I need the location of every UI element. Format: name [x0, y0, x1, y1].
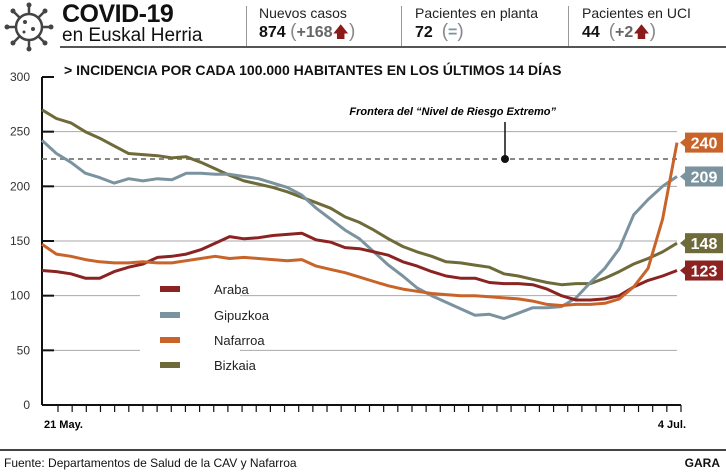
y-tick-label: 50	[17, 343, 31, 357]
y-tick-label: 300	[10, 70, 30, 84]
arrow-up-icon: 🡅	[332, 24, 349, 41]
series-line-gipuzkoa	[40, 139, 678, 321]
stat-label: Nuevos casos	[259, 5, 347, 21]
end-value-label-nafarroa: 240	[680, 132, 723, 153]
y-tick-label: 0	[23, 398, 30, 412]
page-subtitle: en Euskal Herria	[62, 25, 203, 46]
series-line-nafarroa	[41, 142, 679, 307]
end-label-value: 240	[691, 136, 718, 153]
virus-icon	[4, 2, 54, 52]
legend-label-araba: Araba	[214, 282, 249, 297]
page-title: COVID-19	[62, 0, 174, 28]
annotation-dot	[501, 155, 509, 163]
legend-label-nafarroa: Nafarroa	[214, 333, 265, 348]
end-value-label-bizkaia: 148	[680, 233, 723, 254]
brand-logo: GARA	[684, 456, 720, 470]
end-label-pointer	[680, 265, 686, 276]
line-chart: 0 50 100 150 200 250 300 21 May. 4 Jul. Frontera …	[10, 70, 723, 431]
end-label-pointer	[680, 137, 686, 148]
legend-swatch-araba	[160, 286, 180, 292]
stat-label: Pacientes en UCI	[582, 5, 691, 21]
end-label-value: 148	[691, 236, 718, 253]
stat-delta: +2	[615, 24, 634, 41]
stat-value: 44	[582, 24, 600, 41]
stat-value: 72	[415, 24, 433, 41]
y-tick-label: 150	[10, 234, 30, 248]
stat-label: Pacientes en planta	[415, 5, 538, 21]
end-label-box	[685, 260, 723, 281]
legend-swatch-gipuzkoa	[160, 312, 180, 318]
legend-swatch-bizkaia	[160, 362, 180, 368]
end-label-box	[685, 166, 723, 187]
stat-divider	[246, 6, 247, 46]
footer-divider	[0, 449, 726, 451]
end-label-pointer	[680, 171, 686, 182]
stat-ward-patients: Pacientes en planta 72 (=)	[415, 5, 538, 42]
legend-label-bizkaia: Bizkaia	[214, 358, 257, 373]
stat-divider	[401, 6, 402, 46]
risk-threshold-label: Frontera del “Nivel de Riesgo Extremo”	[349, 106, 556, 118]
end-label-pointer	[680, 238, 686, 249]
y-tick-label: 250	[10, 125, 30, 139]
arrow-up-icon: 🡅	[633, 24, 650, 41]
header-divider	[60, 46, 726, 48]
stat-icu-patients: Pacientes en UCI 44 (+2🡅)	[582, 5, 691, 42]
end-value-label-araba: 123	[680, 260, 723, 281]
end-label-box	[685, 132, 723, 153]
source-note: Fuente: Departamentos de Salud de la CAV…	[4, 456, 297, 470]
end-label-value: 123	[691, 264, 718, 281]
equal-icon: =	[448, 24, 458, 41]
y-tick-label: 200	[10, 179, 30, 193]
legend-background	[140, 275, 240, 375]
stat-value: 874	[259, 24, 286, 41]
stat-delta: +168	[296, 24, 333, 41]
end-label-box	[685, 233, 723, 254]
x-tick-label: 21 May.	[44, 419, 83, 431]
legend-label-gipuzkoa: Gipuzkoa	[214, 308, 270, 323]
stat-divider	[568, 6, 569, 46]
y-tick-label: 100	[10, 289, 30, 303]
chart-title: > INCIDENCIA POR CADA 100.000 HABITANTES…	[64, 62, 562, 78]
end-value-label-gipuzkoa: 209	[680, 166, 723, 187]
legend-swatch-nafarroa	[160, 337, 180, 343]
stat-new-cases: Nuevos casos 874 (+168🡅)	[259, 5, 356, 42]
series-line-bizkaia	[41, 108, 678, 287]
x-tick-label: 4 Jul.	[658, 419, 686, 431]
end-label-value: 209	[691, 169, 718, 186]
